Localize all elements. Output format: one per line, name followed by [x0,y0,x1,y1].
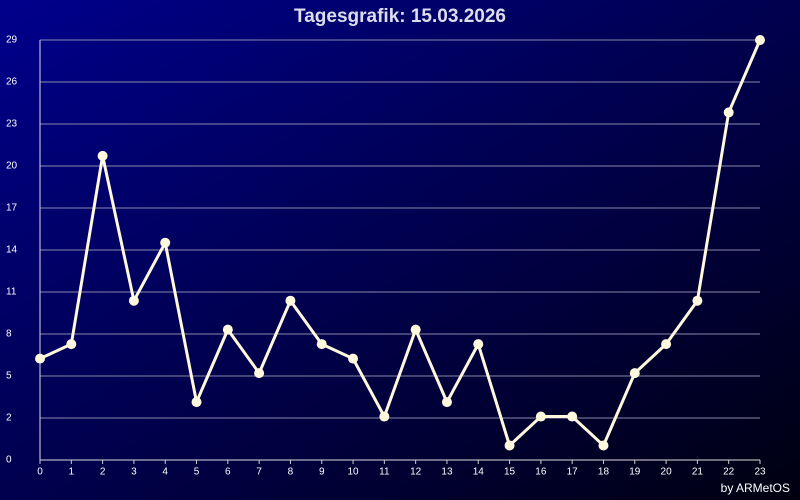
x-tick-label: 12 [410,467,422,478]
x-tick-label: 18 [598,467,610,478]
point [160,237,171,248]
x-tick-label: 7 [256,467,262,478]
x-tick-label: 5 [194,467,200,478]
x-tick-label: 17 [567,467,579,478]
series-line [39,39,762,448]
x-tick-label: 14 [473,467,485,478]
point [661,339,672,350]
y-tick-label: 20 [6,161,18,172]
y-tick-label: 0 [6,455,12,466]
point [35,353,45,364]
x-tick-label: 15 [504,467,516,478]
x-tick-label: 16 [535,467,547,478]
y-tick-label: 11 [6,287,17,298]
point [254,368,265,379]
y-tick-label: 29 [6,35,18,46]
point [66,339,77,350]
y-tick-label: 2 [6,413,12,424]
point [128,295,139,306]
y-tick-label: 5 [6,371,12,382]
x-tick-label: 6 [225,467,231,478]
point [723,107,734,118]
point [629,368,640,379]
point [222,324,233,335]
credit: by ARMetOS [721,481,790,495]
x-tick-label: 9 [319,467,325,478]
x-tick-label: 0 [37,467,43,478]
y-tick-label: 26 [6,77,18,88]
point [755,35,765,45]
point [504,440,515,451]
point [97,150,108,161]
x-tick-label: 10 [347,467,359,478]
point [473,339,484,350]
point [191,397,202,408]
x-tick-label: 21 [692,467,704,478]
point [567,411,578,422]
point [441,397,452,408]
y-tick-label: 14 [6,245,18,256]
x-tick-label: 11 [379,467,390,478]
point [285,295,296,306]
x-tick-label: 23 [754,467,766,478]
x-tick-label: 2 [100,467,106,478]
point [410,324,421,335]
x-tick-label: 20 [661,467,673,478]
x-tick-label: 1 [69,467,75,478]
point [316,339,327,350]
point [535,411,546,422]
point [598,440,609,451]
x-tick-label: 22 [723,467,735,478]
y-tick-label: 8 [6,329,12,340]
y-tick-label: 23 [6,119,18,130]
x-tick-label: 3 [131,467,137,478]
y-tick-label: 17 [6,203,18,214]
point [379,411,390,422]
point [692,295,703,306]
x-tick-label: 4 [162,467,168,478]
x-tick-label: 8 [288,467,294,478]
chart-title: Tagesgrafik: 15.03.2026 [294,6,506,27]
point [348,353,359,364]
x-tick-label: 19 [629,467,641,478]
x-tick-label: 13 [441,467,453,478]
